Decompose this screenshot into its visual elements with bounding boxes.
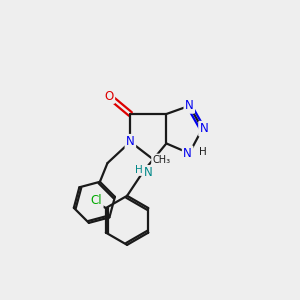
Text: CH₃: CH₃ [152, 155, 170, 165]
Text: N: N [200, 122, 208, 135]
Text: N: N [126, 135, 135, 148]
Text: N: N [185, 99, 194, 112]
Text: H: H [199, 147, 207, 157]
Text: H: H [135, 165, 142, 175]
Text: N: N [183, 147, 192, 160]
Text: Cl: Cl [91, 194, 102, 207]
Text: O: O [104, 89, 114, 103]
Text: N: N [144, 167, 153, 179]
